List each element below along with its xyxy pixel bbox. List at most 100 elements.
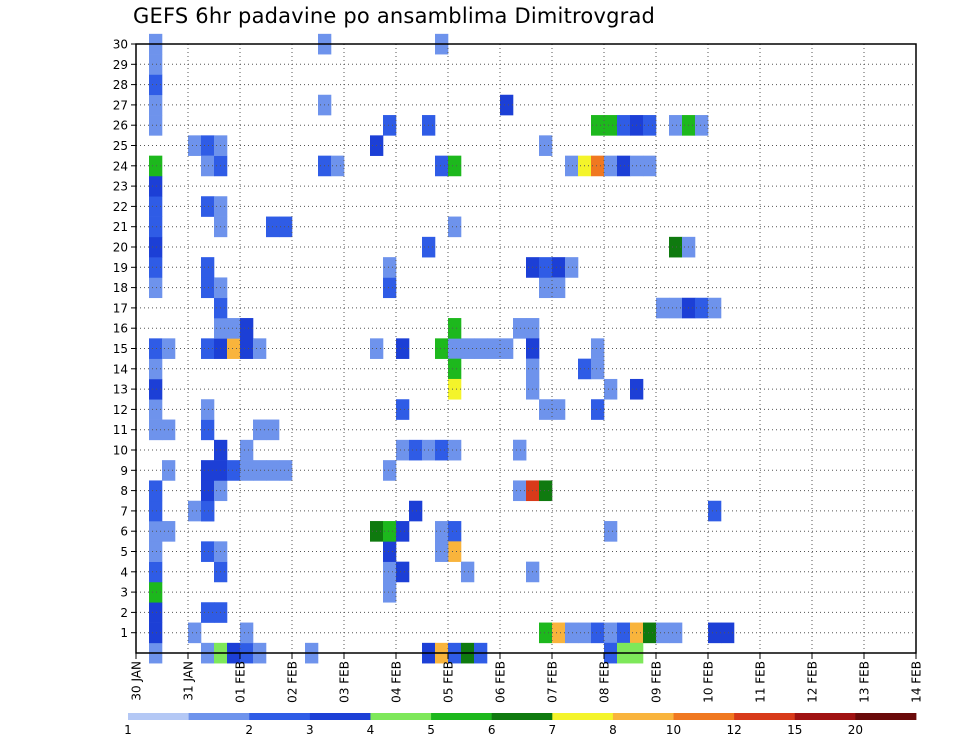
x-tick-label: 11 FEB	[754, 661, 768, 703]
y-tick-label: 13	[113, 383, 128, 397]
color-scale-swatch	[370, 713, 432, 720]
heatmap-cell	[591, 399, 605, 420]
heatmap-cell	[396, 338, 410, 359]
heatmap-cell	[253, 419, 267, 441]
heatmap-cell	[383, 115, 397, 136]
heatmap-cell	[149, 541, 163, 562]
x-tick-label: 07 FEB	[546, 661, 560, 703]
heatmap-cell	[149, 277, 163, 299]
y-tick-label: 19	[113, 261, 128, 275]
heatmap-cell	[708, 622, 722, 644]
heatmap-cell	[331, 155, 345, 177]
heatmap-cell	[201, 135, 215, 156]
color-scale-swatch	[552, 713, 614, 720]
heatmap-cell	[669, 236, 683, 258]
heatmap-cell	[201, 338, 215, 359]
y-tick-label: 26	[113, 119, 128, 133]
x-tick-label: 06 FEB	[494, 661, 508, 703]
y-tick-label: 14	[113, 362, 128, 376]
heatmap-cell	[149, 216, 163, 238]
y-tick-label: 16	[113, 322, 128, 336]
heatmap-cell	[435, 439, 449, 461]
color-scale-swatch	[188, 713, 250, 720]
heatmap-cell	[149, 419, 163, 441]
x-axis-ticks: 30 JAN 31 JAN 01 FEB 02 FEB 03 FEB 04 FEB 05 F…	[130, 653, 924, 703]
y-tick-label: 29	[113, 58, 128, 72]
heatmap-cell	[513, 318, 527, 339]
heatmap-cell	[617, 622, 631, 644]
heatmap-cell	[487, 338, 501, 359]
y-tick-label: 28	[113, 78, 128, 92]
heatmap-cell	[669, 622, 683, 644]
heatmap-cell	[383, 581, 397, 603]
heatmap-cell	[552, 257, 566, 278]
color-scale-label: 6	[488, 723, 496, 737]
heatmap-cell	[227, 338, 241, 359]
y-tick-label: 2	[120, 606, 128, 620]
x-tick-label: 09 FEB	[650, 661, 664, 703]
heatmap-cell	[149, 378, 163, 400]
heatmap-cell	[539, 399, 553, 420]
color-scale-label: 2	[245, 723, 253, 737]
heatmap-cell	[396, 439, 410, 461]
heatmap-cell	[695, 297, 709, 319]
heatmap-cell	[435, 338, 449, 359]
heatmap-cell	[591, 155, 605, 177]
heatmap-cell	[539, 622, 553, 644]
y-tick-label: 5	[120, 545, 128, 559]
heatmap-cell	[591, 115, 605, 136]
y-tick-label: 9	[120, 464, 128, 478]
heatmap-cell	[201, 196, 215, 217]
heatmap-cell	[539, 480, 553, 502]
heatmap-cell	[617, 155, 631, 177]
x-tick-label: 13 FEB	[858, 661, 872, 703]
y-tick-label: 4	[120, 565, 128, 579]
color-scale-label: 8	[609, 723, 617, 737]
y-tick-label: 25	[113, 139, 128, 153]
heatmap-cell	[149, 74, 163, 96]
y-tick-label: 22	[113, 200, 128, 214]
y-tick-label: 11	[113, 423, 128, 437]
heatmap-cell	[721, 622, 735, 644]
heatmap-cell	[552, 622, 566, 644]
heatmap-cell	[591, 358, 605, 380]
heatmap-cell	[240, 439, 254, 461]
color-scale-label: 5	[427, 723, 435, 737]
y-tick-label: 17	[113, 301, 128, 315]
heatmap-cell	[643, 115, 657, 136]
color-scale-swatch	[794, 713, 856, 720]
color-scale-label: 7	[548, 723, 556, 737]
heatmap-cell	[539, 135, 553, 156]
heatmap-cell	[383, 541, 397, 562]
heatmap-cell	[149, 581, 163, 603]
heatmap-cell	[201, 480, 215, 502]
color-scale-swatch	[128, 713, 190, 720]
heatmap-cell	[539, 257, 553, 278]
heatmap-cell	[149, 54, 163, 75]
x-tick-label: 04 FEB	[390, 661, 404, 703]
heatmap-cell	[188, 500, 202, 522]
color-scale-swatch	[855, 713, 917, 720]
heatmap-cell	[604, 521, 618, 542]
y-tick-label: 8	[120, 484, 128, 498]
heatmap-cell	[409, 439, 423, 461]
heatmap-cell	[201, 155, 215, 177]
heatmap-cell	[201, 460, 215, 481]
heatmap-cell	[643, 622, 657, 644]
heatmap-cell	[448, 378, 462, 400]
heatmap-cell	[201, 500, 215, 522]
heatmap-cell	[279, 216, 293, 238]
color-scale-swatch	[431, 713, 493, 720]
heatmap-cell	[149, 521, 163, 542]
color-scale-label: 10	[666, 723, 681, 737]
color-scale-label: 3	[306, 723, 314, 737]
heatmap-cell	[409, 500, 423, 522]
heatmap-cell	[149, 338, 163, 359]
heatmap-cell	[604, 622, 618, 644]
heatmap-cell	[201, 399, 215, 420]
x-tick-label: 03 FEB	[338, 661, 352, 703]
x-tick-label: 10 FEB	[702, 661, 716, 703]
heatmap-cell	[201, 602, 215, 623]
heatmap-cell	[604, 155, 618, 177]
heatmap-cell	[227, 460, 241, 481]
